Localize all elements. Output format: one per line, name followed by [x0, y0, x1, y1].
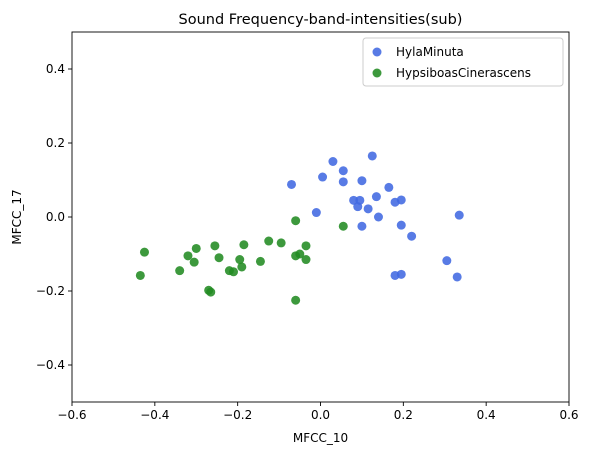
- data-point: [328, 157, 338, 166]
- legend-marker: [372, 47, 382, 57]
- data-point: [235, 255, 245, 265]
- y-tick-label: −0.2: [36, 284, 65, 298]
- data-point: [454, 210, 464, 220]
- data-point: [318, 172, 328, 182]
- legend: HylaMinuta HypsiboasCinerascens: [362, 37, 564, 87]
- x-tick-label: −0.6: [57, 408, 86, 422]
- legend-label: HypsiboasCinerascens: [396, 66, 531, 80]
- data-point: [291, 295, 301, 305]
- plot-frame: [71, 31, 570, 403]
- data-point: [206, 287, 216, 297]
- data-point: [363, 204, 373, 214]
- data-point: [396, 220, 406, 230]
- data-point: [287, 179, 297, 189]
- data-point: [452, 272, 462, 282]
- data-point: [384, 182, 394, 192]
- x-tick-label: 0.0: [311, 408, 330, 422]
- data-point: [338, 177, 348, 187]
- data-point: [191, 243, 201, 253]
- data-point: [371, 192, 381, 202]
- data-point: [407, 231, 417, 241]
- data-point: [396, 195, 406, 205]
- data-point: [214, 253, 224, 263]
- data-point: [135, 270, 145, 280]
- data-point: [291, 251, 301, 261]
- data-point: [373, 212, 383, 222]
- data-point: [311, 208, 321, 218]
- data-point: [276, 238, 286, 248]
- legend-label: HylaMinuta: [396, 45, 464, 59]
- x-axis-label: MFCC_10: [293, 431, 348, 445]
- data-point: [301, 241, 311, 251]
- data-point: [353, 202, 363, 212]
- y-tick-label: 0.0: [46, 210, 65, 224]
- data-point: [264, 236, 274, 246]
- x-axis: −0.6 −0.4 −0.2 0.0 0.2 0.4 0.6: [57, 402, 579, 422]
- x-tick-label: 0.6: [559, 408, 578, 422]
- data-point: [338, 221, 348, 231]
- data-point: [229, 267, 239, 277]
- x-tick-label: −0.4: [140, 408, 169, 422]
- chart-title: Sound Frequency-band-intensities(sub): [179, 12, 463, 28]
- x-tick-label: −0.2: [223, 408, 252, 422]
- legend-box: [362, 37, 564, 87]
- data-point: [183, 251, 193, 261]
- legend-marker: [372, 68, 382, 78]
- x-tick-label: 0.2: [394, 408, 413, 422]
- data-point: [239, 240, 249, 250]
- y-tick-label: 0.4: [46, 62, 65, 76]
- data-point: [175, 266, 185, 276]
- data-point: [338, 166, 348, 176]
- data-point: [357, 176, 367, 186]
- data-point: [291, 216, 301, 226]
- data-point: [189, 257, 199, 267]
- data-point: [442, 256, 452, 266]
- series-1: [135, 216, 348, 305]
- data-point: [357, 221, 367, 231]
- data-point: [396, 269, 406, 279]
- x-tick-label: 0.4: [477, 408, 496, 422]
- data-point: [210, 241, 220, 251]
- series-0: [287, 151, 464, 282]
- y-axis-label: MFCC_17: [10, 189, 24, 244]
- points-layer: [135, 151, 464, 305]
- y-tick-label: 0.2: [46, 136, 65, 150]
- y-tick-label: −0.4: [36, 358, 65, 372]
- data-point: [367, 151, 377, 161]
- data-point: [237, 262, 247, 272]
- y-axis: −0.4 −0.2 0.0 0.2 0.4: [36, 62, 72, 372]
- data-point: [301, 255, 311, 265]
- data-point: [255, 256, 265, 266]
- data-point: [139, 247, 149, 257]
